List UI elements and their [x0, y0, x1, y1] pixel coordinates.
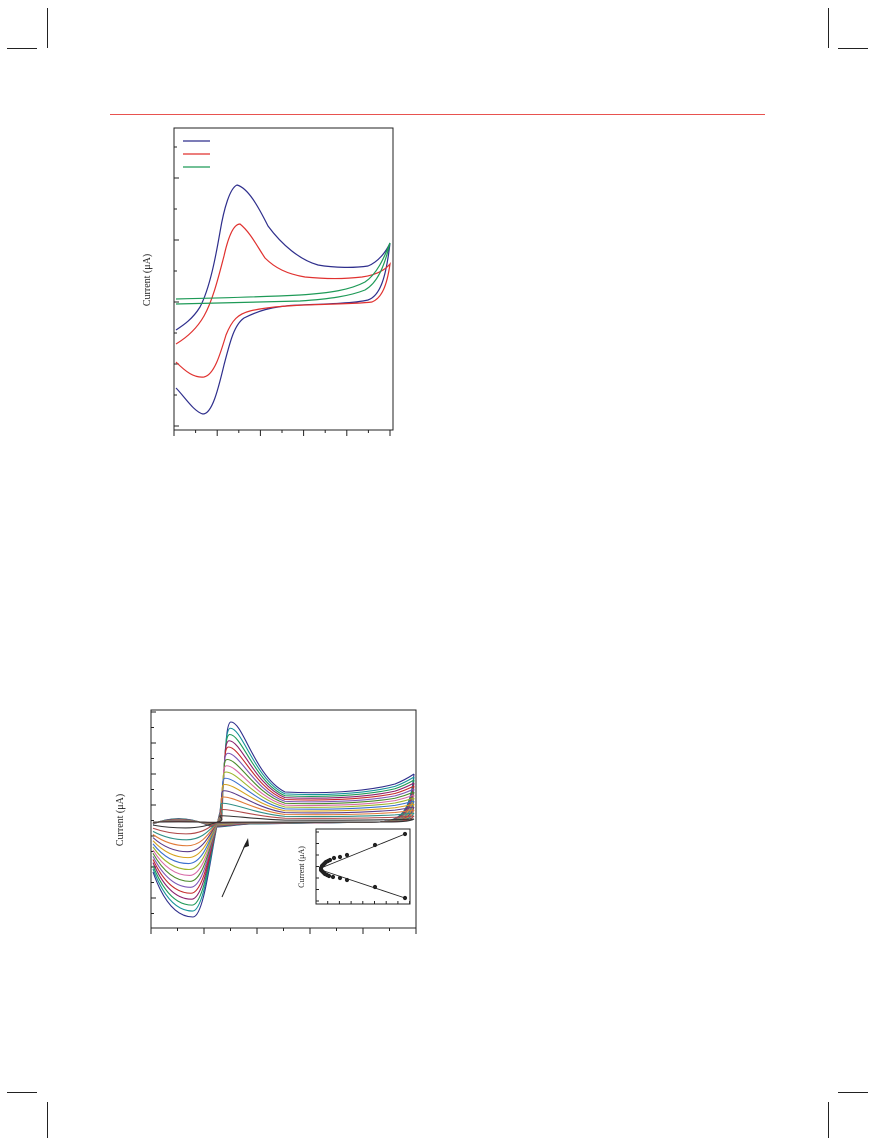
- inset-scatter-point: [327, 857, 333, 863]
- fig1-axis-ticks: [173, 146, 391, 436]
- fig2-series-line: [152, 733, 415, 906]
- fig2-series-line: [152, 808, 415, 835]
- inset-fit-line-lower: [320, 869, 406, 899]
- fig2-series-line: [152, 740, 415, 900]
- crop-mark: [838, 48, 868, 49]
- fig2-series-line: [152, 752, 415, 888]
- fig2-series-line: [152, 783, 415, 859]
- fig1-series-line: [175, 242, 391, 305]
- fig2-series-line: [152, 727, 415, 912]
- inset-scatter-point: [344, 852, 350, 858]
- scan-rate-arrow: [221, 842, 247, 898]
- fig2-series-line: [152, 815, 415, 829]
- fig2-series-line: [152, 818, 415, 823]
- header-rule: [110, 114, 765, 115]
- inset-scatter-point: [402, 895, 408, 901]
- fig1-series-line: [175, 184, 391, 415]
- crop-mark: [838, 1092, 868, 1093]
- inset-plot-frame: [315, 828, 411, 905]
- inset-y-axis-label: Current (μA): [297, 846, 306, 888]
- fig2-series-line: [152, 765, 415, 876]
- fig1-series-group: [175, 184, 391, 415]
- scan-rate-arrowhead: [243, 838, 249, 848]
- inset-scatter-point: [330, 874, 336, 880]
- inset-scatter-point: [372, 842, 378, 848]
- inset-scatter-point: [337, 875, 343, 881]
- inset-scatter-point: [337, 854, 343, 860]
- fig1-legend: [183, 140, 210, 168]
- crop-mark: [828, 1102, 829, 1138]
- fig2-series-line: [152, 777, 415, 865]
- fig1-series-line: [175, 242, 391, 300]
- inset-scatter-group: [318, 831, 408, 901]
- crop-mark: [7, 1092, 37, 1093]
- fig2-series-line: [152, 776, 415, 828]
- inset-scatter-point: [372, 884, 378, 890]
- fig2-series-line: [152, 771, 415, 871]
- crop-mark: [47, 1102, 48, 1138]
- inset-scatter-point: [402, 831, 408, 837]
- inset-axis-ticks: [315, 831, 411, 904]
- fig2-series-line: [152, 746, 415, 894]
- fig2-series-line: [152, 802, 415, 841]
- crop-mark: [47, 8, 48, 48]
- crop-mark: [7, 48, 37, 49]
- fig1-plot-frame: [173, 127, 394, 431]
- fig1-y-axis-label: Current (μA): [142, 254, 153, 306]
- fig2-series-line: [152, 721, 415, 918]
- inset-fit-line-upper: [320, 833, 406, 869]
- fig2-y-axis-label: Current (μA): [115, 794, 126, 846]
- crop-mark: [828, 8, 829, 48]
- fig2-series-group: [152, 721, 415, 918]
- inset-scatter-point: [344, 877, 350, 883]
- inset-scatter-point: [326, 873, 332, 879]
- fig2-series-line: [152, 758, 415, 882]
- fig2-series-line: [152, 796, 415, 847]
- fig2-series-line: [152, 790, 415, 853]
- inset-scatter-point: [331, 855, 337, 861]
